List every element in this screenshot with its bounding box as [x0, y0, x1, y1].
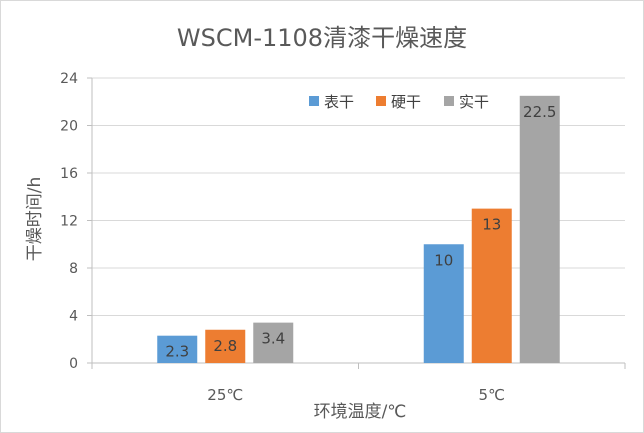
y-axis-title: 干燥时间/h — [25, 177, 45, 262]
y-tick-label: 4 — [69, 309, 78, 325]
legend-label: 硬干 — [391, 93, 421, 111]
data-label: 3.4 — [261, 330, 285, 348]
legend: 表干 硬干 实干 — [309, 93, 489, 111]
chart-title: WSCM-1108清漆干燥速度 — [177, 24, 467, 52]
bar — [253, 322, 294, 363]
y-tick-label: 16 — [60, 166, 78, 182]
x-tick-label: 25℃ — [207, 386, 243, 404]
bar — [157, 335, 198, 363]
data-labels: 2.3 2.8 3.4 10 13 22.5 — [165, 103, 556, 361]
y-tick-label: 24 — [60, 71, 78, 87]
y-tick-label: 12 — [60, 214, 78, 230]
data-label: 13 — [482, 216, 501, 234]
bars — [157, 95, 560, 363]
bar — [423, 244, 464, 363]
y-tick-label: 8 — [69, 261, 78, 277]
data-label: 2.3 — [165, 343, 189, 361]
y-tick-label: 0 — [69, 356, 78, 372]
data-label: 22.5 — [523, 103, 556, 121]
x-tick-label: 5℃ — [479, 386, 505, 404]
x-axis-title: 环境温度/℃ — [314, 402, 407, 422]
legend-label: 表干 — [324, 93, 354, 111]
bar — [519, 95, 560, 363]
legend-swatch — [376, 96, 386, 106]
data-label: 2.8 — [213, 337, 237, 355]
legend-swatch — [309, 96, 319, 106]
legend-swatch — [444, 96, 454, 106]
data-label: 10 — [434, 251, 453, 269]
y-tick-label: 20 — [60, 119, 78, 135]
bar — [471, 208, 512, 363]
legend-label: 实干 — [459, 93, 489, 111]
bar — [205, 329, 246, 363]
